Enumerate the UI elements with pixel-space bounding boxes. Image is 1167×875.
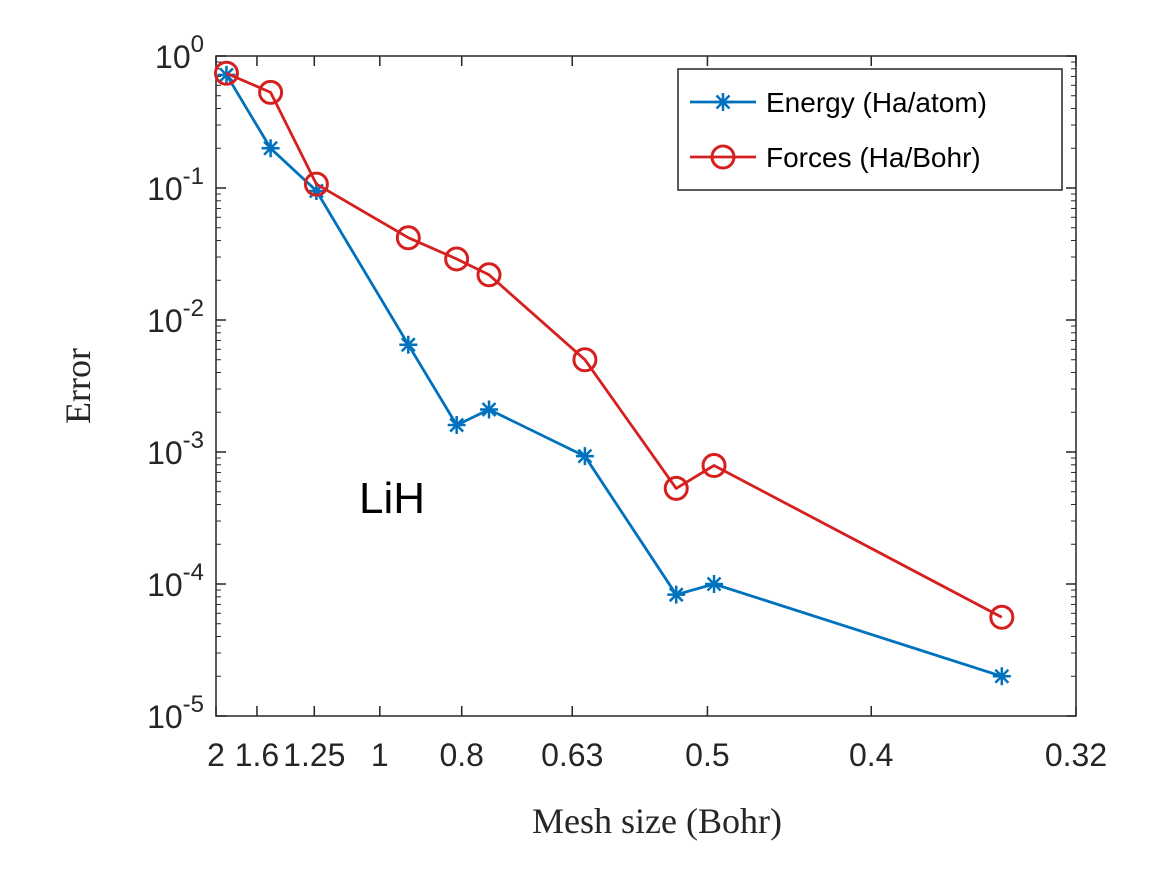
- legend: Energy (Ha/atom) Forces (Ha/Bohr): [677, 68, 1063, 191]
- y-tick-label: 10-3: [147, 427, 204, 471]
- lih-annotation: LiH: [359, 474, 425, 523]
- y-axis-title: Error: [58, 348, 98, 424]
- data-point: [444, 246, 470, 272]
- data-point: [399, 335, 418, 354]
- data-point: [213, 60, 239, 86]
- x-tick-label: 0.4: [849, 737, 893, 773]
- data-point: [258, 79, 284, 105]
- legend-label-energy: Energy (Ha/atom): [766, 87, 987, 118]
- y-tick-label: 10-5: [147, 691, 204, 735]
- data-point: [989, 604, 1015, 630]
- y-tick-labels: 100 10-1 10-2 10-3 10-4 10-5: [147, 31, 204, 735]
- legend-items: [690, 93, 756, 170]
- data-point: [705, 575, 724, 593]
- x-tick-label: 0.63: [541, 737, 603, 773]
- x-tick-label: 0.32: [1045, 737, 1107, 773]
- legend-marker: [714, 93, 732, 111]
- data-point: [303, 171, 329, 197]
- data-point: [447, 416, 466, 435]
- legend-box: [677, 68, 1063, 191]
- x-tick-label: 0.5: [685, 737, 729, 773]
- data-point: [480, 400, 499, 419]
- series-line: [225, 74, 1003, 678]
- data-point: [667, 585, 686, 604]
- data-point: [476, 262, 502, 288]
- x-axis-title: Mesh size (Bohr): [532, 801, 782, 841]
- data-point: [217, 65, 236, 84]
- data-point: [992, 667, 1011, 686]
- y-tick-label: 10-4: [147, 559, 204, 603]
- x-tick-label: 2: [207, 737, 225, 773]
- x-tick-label: 0.8: [439, 737, 483, 773]
- y-tick-label: 100: [155, 31, 204, 75]
- y-tick-label: 10-2: [147, 295, 204, 339]
- x-tick-label: 1.6: [235, 737, 279, 773]
- legend-marker: [710, 144, 736, 170]
- x-tick-labels: 2 1.6 1.25 1 0.8 0.63 0.5 0.4 0.32: [207, 737, 1107, 773]
- major-ticks: [215, 55, 1077, 717]
- data-point: [261, 139, 280, 158]
- data-point: [307, 181, 326, 200]
- data-point: [572, 347, 598, 373]
- series-layer: [213, 60, 1015, 686]
- series-forces: [213, 60, 1015, 630]
- y-tick-label: 10-1: [147, 163, 204, 207]
- data-point: [395, 225, 421, 251]
- series-line: [225, 72, 1003, 619]
- x-tick-label: 1: [371, 737, 389, 773]
- series-energy: [217, 65, 1011, 686]
- data-point: [701, 453, 727, 479]
- data-point: [575, 447, 594, 466]
- legend-label-forces: Forces (Ha/Bohr): [766, 142, 981, 173]
- x-tick-label: 1.25: [283, 737, 345, 773]
- data-point: [663, 475, 689, 501]
